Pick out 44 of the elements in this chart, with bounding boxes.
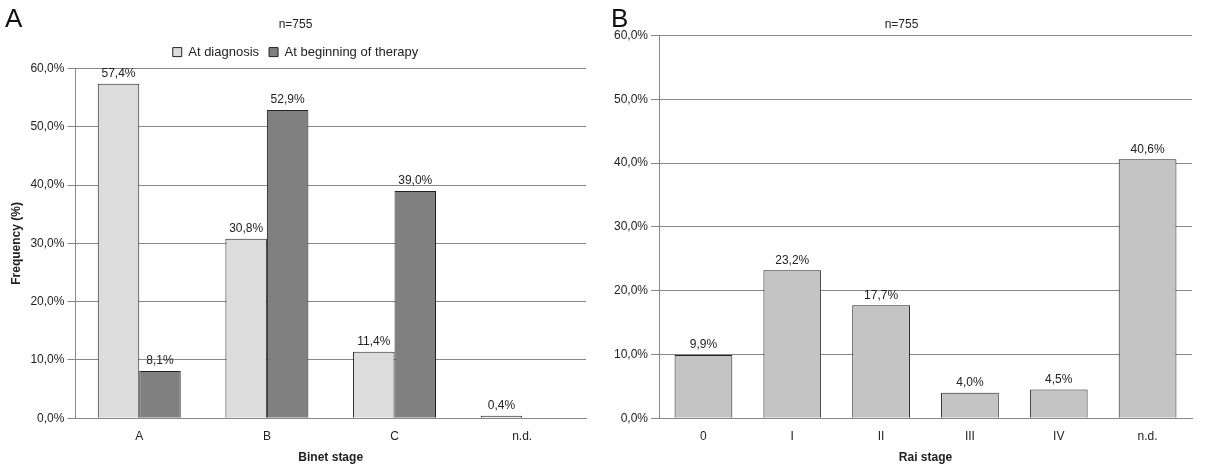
y-tick-label: 50,0%: [613, 91, 649, 106]
data-label: 4,0%: [956, 375, 984, 390]
y-tick-label: 0,0%: [620, 410, 649, 425]
data-label: 0,4%: [487, 398, 516, 413]
x-tick-label: IV: [1053, 428, 1065, 443]
x-tick-label: 0: [700, 428, 708, 443]
data-label: 39,0%: [398, 173, 433, 188]
x-tick-label: III: [964, 428, 975, 443]
y-tick-label: 40,0%: [30, 177, 65, 192]
x-tick-label: II: [877, 428, 885, 443]
data-label: 8,1%: [146, 353, 174, 368]
x-tick-label: n.d.: [512, 428, 533, 443]
y-tick-label: 40,0%: [613, 155, 649, 170]
y-tick-label: 50,0%: [30, 119, 65, 134]
y-tick-label: 20,0%: [30, 293, 65, 308]
data-label: 40,6%: [1130, 141, 1165, 156]
data-label: 11,4%: [357, 334, 391, 349]
x-axis-title: Binet stage: [298, 450, 364, 465]
y-tick-label: 30,0%: [30, 235, 65, 250]
x-tick-label: C: [390, 428, 400, 443]
y-tick-label: 0,0%: [37, 410, 65, 425]
y-tick-label: 10,0%: [613, 346, 649, 361]
data-label: 17,7%: [864, 287, 899, 302]
legend-label: At diagnosis: [188, 43, 260, 59]
chart-title: A: [5, 2, 23, 33]
chart-subtitle: n=755: [278, 16, 313, 31]
data-label: 9,9%: [689, 337, 718, 352]
chart-subtitle: n=755: [884, 16, 919, 31]
y-tick-label: 20,0%: [613, 282, 649, 297]
x-tick-label: I: [790, 428, 794, 443]
data-label: 52,9%: [270, 92, 305, 107]
x-axis-title: Rai stage: [898, 450, 953, 465]
x-tick-label: n.d.: [1137, 428, 1158, 443]
legend-label: At beginning of therapy: [284, 43, 419, 59]
data-label: 4,5%: [1045, 371, 1073, 386]
y-tick-label: 10,0%: [30, 352, 65, 367]
y-axis-title: Frequency (%): [8, 202, 23, 285]
x-tick-label: B: [262, 428, 271, 443]
y-tick-label: 60,0%: [30, 60, 65, 75]
x-tick-label: A: [135, 428, 144, 443]
data-label: 23,2%: [775, 252, 810, 267]
data-label: 57,4%: [101, 66, 136, 81]
y-tick-label: 30,0%: [613, 219, 649, 234]
data-label: 30,8%: [229, 221, 264, 236]
